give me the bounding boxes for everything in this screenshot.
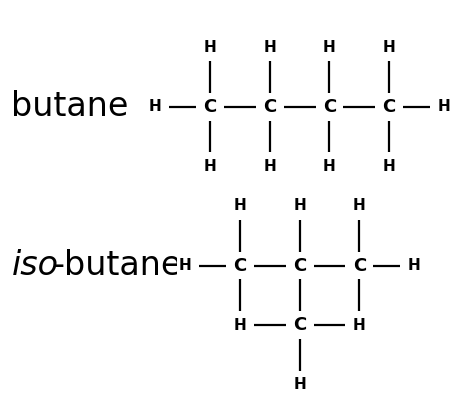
Text: C: C	[383, 98, 396, 115]
Text: C: C	[293, 257, 306, 275]
Text: H: H	[264, 40, 276, 55]
Text: H: H	[204, 159, 217, 174]
Text: H: H	[149, 99, 162, 114]
Text: C: C	[233, 257, 246, 275]
Text: H: H	[293, 377, 306, 392]
Text: H: H	[204, 40, 217, 55]
Text: H: H	[383, 40, 395, 55]
Text: H: H	[234, 198, 246, 213]
Text: H: H	[264, 159, 276, 174]
Text: iso: iso	[11, 249, 58, 282]
Text: -butane: -butane	[52, 249, 182, 282]
Text: H: H	[323, 40, 336, 55]
Text: C: C	[263, 98, 276, 115]
Text: H: H	[234, 318, 246, 333]
Text: C: C	[293, 316, 306, 334]
Text: H: H	[234, 318, 246, 333]
Text: H: H	[408, 258, 420, 273]
Text: H: H	[353, 318, 365, 333]
Text: H: H	[353, 318, 365, 333]
Text: H: H	[179, 258, 191, 273]
Text: C: C	[353, 257, 366, 275]
Text: H: H	[383, 159, 395, 174]
Text: C: C	[323, 98, 336, 115]
Text: H: H	[353, 198, 365, 213]
Text: H: H	[293, 198, 306, 213]
Text: H: H	[323, 159, 336, 174]
Text: H: H	[438, 99, 450, 114]
Text: C: C	[203, 98, 217, 115]
Text: butane: butane	[11, 90, 129, 123]
